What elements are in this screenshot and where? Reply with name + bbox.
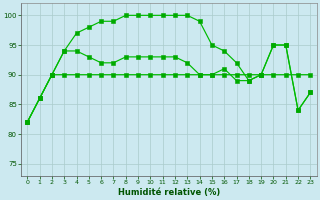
X-axis label: Humidité relative (%): Humidité relative (%) xyxy=(118,188,220,197)
